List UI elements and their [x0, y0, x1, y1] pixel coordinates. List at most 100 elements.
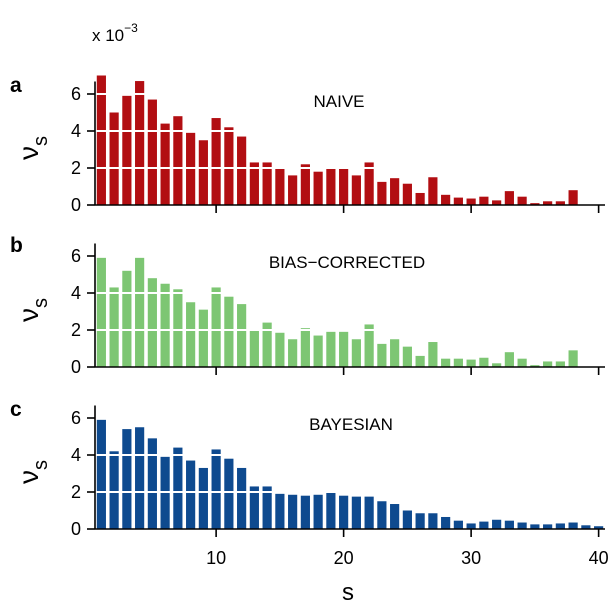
bar	[377, 181, 387, 206]
bar	[288, 339, 298, 367]
bar	[262, 162, 272, 205]
bar	[441, 194, 451, 205]
bar	[441, 516, 451, 530]
bar	[300, 495, 310, 529]
bar	[377, 343, 387, 368]
bar	[581, 525, 591, 529]
bar	[517, 358, 527, 368]
bar	[504, 352, 514, 367]
bar	[288, 494, 298, 529]
bar	[402, 510, 412, 529]
bar	[249, 330, 259, 367]
bar	[466, 523, 476, 529]
y-axis-label: νs	[13, 298, 52, 322]
bar	[517, 522, 527, 529]
bar	[543, 201, 553, 205]
y-tick-label: 4	[71, 121, 81, 141]
bar	[390, 178, 400, 205]
bar	[492, 363, 502, 367]
bar	[555, 361, 565, 367]
bar	[339, 495, 349, 529]
x-axis-label: s	[342, 579, 354, 605]
bar	[109, 112, 119, 205]
y-axis-label: νs	[13, 460, 52, 484]
bar	[530, 365, 540, 367]
bar	[517, 196, 527, 206]
bar	[313, 171, 323, 205]
bar	[504, 191, 514, 206]
x-tick-label: 40	[589, 548, 609, 568]
panel-a: 0 2 4 6 NAIVE a νs	[10, 74, 605, 215]
y-tick-label: 6	[71, 246, 81, 266]
bar	[326, 491, 336, 529]
bar	[96, 257, 106, 367]
bar	[555, 523, 565, 529]
bar	[186, 460, 196, 529]
bar	[262, 322, 272, 367]
bar	[147, 99, 157, 205]
bar	[364, 324, 374, 367]
bar	[313, 335, 323, 367]
bar	[224, 127, 234, 205]
x-tick-label: 20	[334, 548, 354, 568]
bar	[453, 358, 463, 368]
bar	[543, 361, 553, 367]
y-tick-label: 4	[71, 283, 81, 303]
bar	[428, 177, 438, 205]
y-tick-label: 4	[71, 445, 81, 465]
panel-title: NAIVE	[313, 92, 364, 111]
bar	[288, 175, 298, 205]
bar	[198, 309, 208, 367]
bar	[390, 339, 400, 367]
bar	[135, 257, 145, 367]
bar	[224, 296, 234, 367]
y-axis-label: νs	[13, 136, 52, 160]
y-tick-label: 2	[71, 482, 81, 502]
bar	[237, 136, 247, 205]
bar	[300, 328, 310, 367]
bar	[339, 168, 349, 205]
y-tick-label: 0	[71, 195, 81, 215]
panel-title: BIAS−CORRECTED	[269, 253, 425, 272]
panel-title: BAYESIAN	[309, 415, 393, 434]
bar	[275, 493, 285, 529]
bar	[568, 350, 578, 367]
bar	[364, 496, 374, 530]
bar	[262, 486, 272, 529]
bar	[479, 357, 489, 367]
bar	[466, 198, 476, 205]
bar	[543, 524, 553, 530]
bar	[339, 331, 349, 367]
bar	[147, 438, 157, 529]
bar	[313, 494, 323, 529]
bar	[160, 123, 170, 205]
bar	[530, 203, 540, 205]
bar	[453, 197, 463, 205]
bar	[351, 175, 361, 205]
x-tick-label: 10	[206, 548, 226, 568]
bar	[326, 331, 336, 367]
bar	[594, 526, 604, 529]
bar	[173, 447, 183, 529]
bar	[237, 467, 247, 529]
y-tick-label: 6	[71, 408, 81, 428]
bar	[135, 81, 145, 205]
bar	[466, 359, 476, 367]
bar	[275, 332, 285, 367]
bar	[492, 200, 502, 206]
bar	[160, 283, 170, 367]
bar	[211, 287, 221, 367]
x-tick-label: 30	[461, 548, 481, 568]
bar	[135, 427, 145, 529]
bar	[351, 339, 361, 367]
bar	[441, 358, 451, 368]
bar	[351, 496, 361, 530]
bar	[504, 520, 514, 529]
y-tick-label: 0	[71, 357, 81, 377]
panel-letter: b	[10, 234, 23, 257]
bar	[275, 168, 285, 205]
y-tick-label: 2	[71, 320, 81, 340]
bar	[428, 342, 438, 367]
bar	[415, 192, 425, 205]
